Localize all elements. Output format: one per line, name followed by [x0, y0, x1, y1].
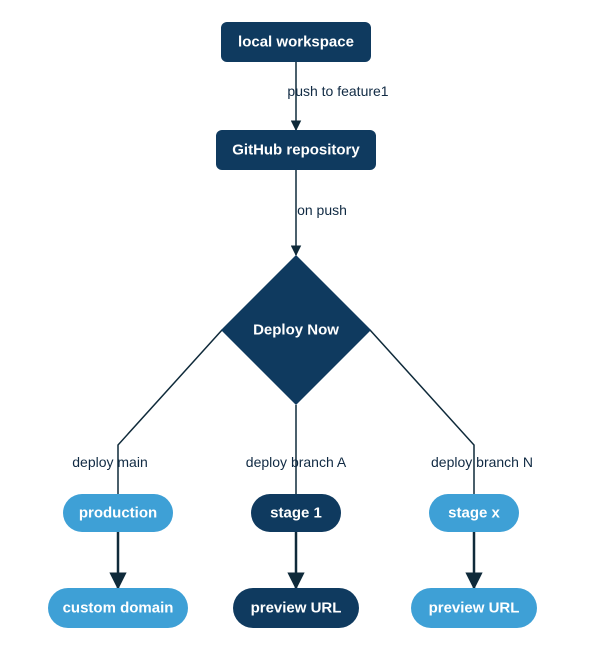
node-label-deploy: Deploy Now — [253, 322, 339, 339]
edge-label-github-deploy: on push — [297, 202, 347, 218]
edge-label-local-github: push to feature1 — [287, 83, 388, 99]
edge-label-deploy-stagex: deploy branch N — [431, 454, 533, 470]
edge-label-deploy-stage1: deploy branch A — [246, 454, 347, 470]
node-label-stage1: stage 1 — [270, 505, 322, 522]
node-prev2: preview URL — [411, 588, 537, 628]
node-label-prev1: preview URL — [251, 600, 342, 617]
node-deploy: Deploy Now — [221, 255, 371, 405]
node-label-local: local workspace — [238, 34, 354, 51]
node-label-github: GitHub repository — [232, 142, 360, 159]
node-prev1: preview URL — [233, 588, 359, 628]
node-label-stagex: stage x — [448, 505, 500, 522]
flowchart: push to feature1 on push deploy main deploy… — [0, 0, 592, 652]
node-stage1: stage 1 — [251, 494, 341, 532]
node-custom: custom domain — [48, 588, 188, 628]
node-stagex: stage x — [429, 494, 519, 532]
node-label-prev2: preview URL — [429, 600, 520, 617]
node-label-prod: production — [79, 505, 157, 522]
node-local: local workspace — [221, 22, 371, 62]
node-prod: production — [63, 494, 173, 532]
node-label-custom: custom domain — [63, 600, 174, 617]
edge-label-deploy-prod: deploy main — [72, 454, 148, 470]
node-github: GitHub repository — [216, 130, 376, 170]
